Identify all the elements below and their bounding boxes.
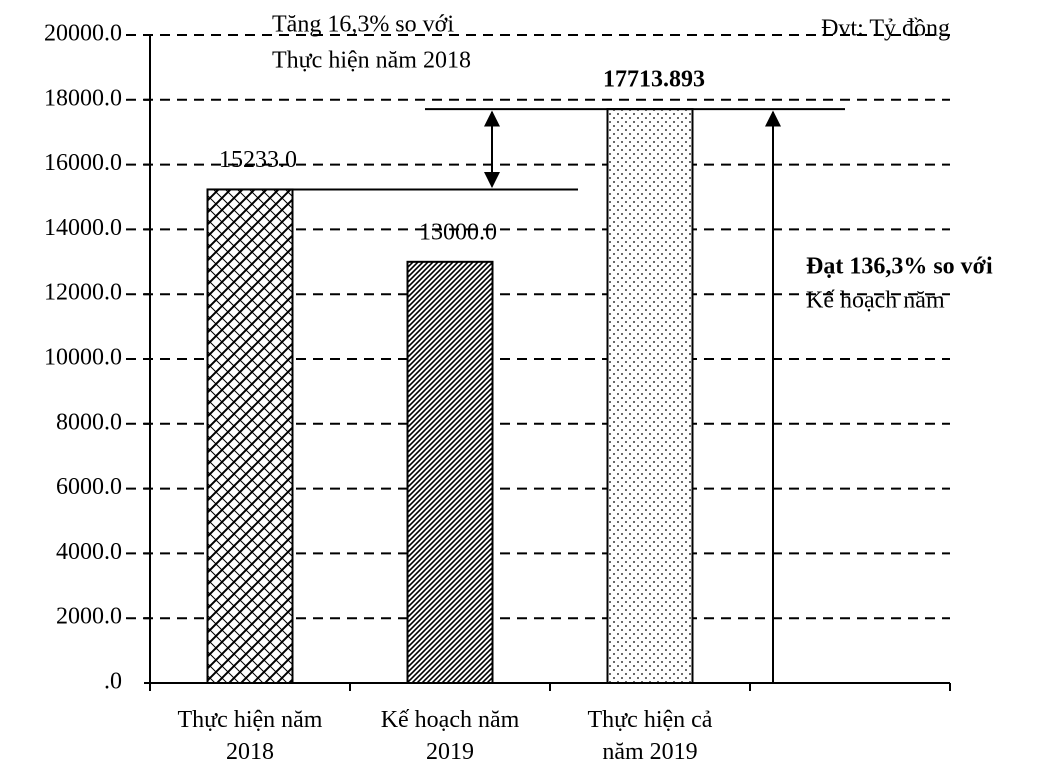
bar: [406, 260, 494, 684]
annotation: Đạt 136,3% so với: [806, 254, 993, 280]
bar: [606, 108, 694, 684]
y-tick-label: 8000.0: [56, 409, 122, 435]
x-tick-label-line: Kế hoạch năm: [381, 707, 520, 733]
y-tick-label: 4000.0: [56, 539, 122, 565]
y-tick-label: 20000.0: [44, 21, 122, 47]
y-tick-label: 12000.0: [44, 280, 122, 306]
bar: [206, 188, 294, 684]
x-tick-label: Thực hiện năm 2018: [178, 707, 323, 765]
y-tick-label: 10000.0: [44, 345, 122, 371]
y-tick-label: 18000.0: [44, 85, 122, 111]
value-label: 15233.0: [219, 147, 297, 173]
x-tick-label-line: Thực hiện năm: [178, 707, 323, 733]
x-tick-label: Kế hoạch năm 2019: [381, 707, 520, 765]
annotation: Kế hoạch năm: [806, 288, 945, 314]
x-tick-label-line: Thực hiện cả: [588, 707, 713, 733]
value-label: 17713.893: [603, 67, 705, 93]
y-tick-label: 14000.0: [44, 215, 122, 241]
x-tick-label-line: 2019: [426, 739, 474, 765]
x-tick-label-line: 2018: [226, 739, 274, 765]
annotation: Thực hiện năm 2018: [272, 48, 471, 74]
y-tick-label: 16000.0: [44, 150, 122, 176]
y-tick-label: 2000.0: [56, 604, 122, 630]
x-tick-label: Thực hiện cả năm 2019: [588, 707, 713, 765]
y-tick-label: 6000.0: [56, 474, 122, 500]
y-tick-label: .0: [104, 669, 122, 695]
unit-note: Đvt: Tỷ đồng: [821, 16, 950, 42]
value-label: 13000.0: [419, 219, 497, 245]
annotation: Tăng 16,3% so với: [272, 12, 454, 38]
x-tick-label-line: năm 2019: [602, 739, 697, 765]
